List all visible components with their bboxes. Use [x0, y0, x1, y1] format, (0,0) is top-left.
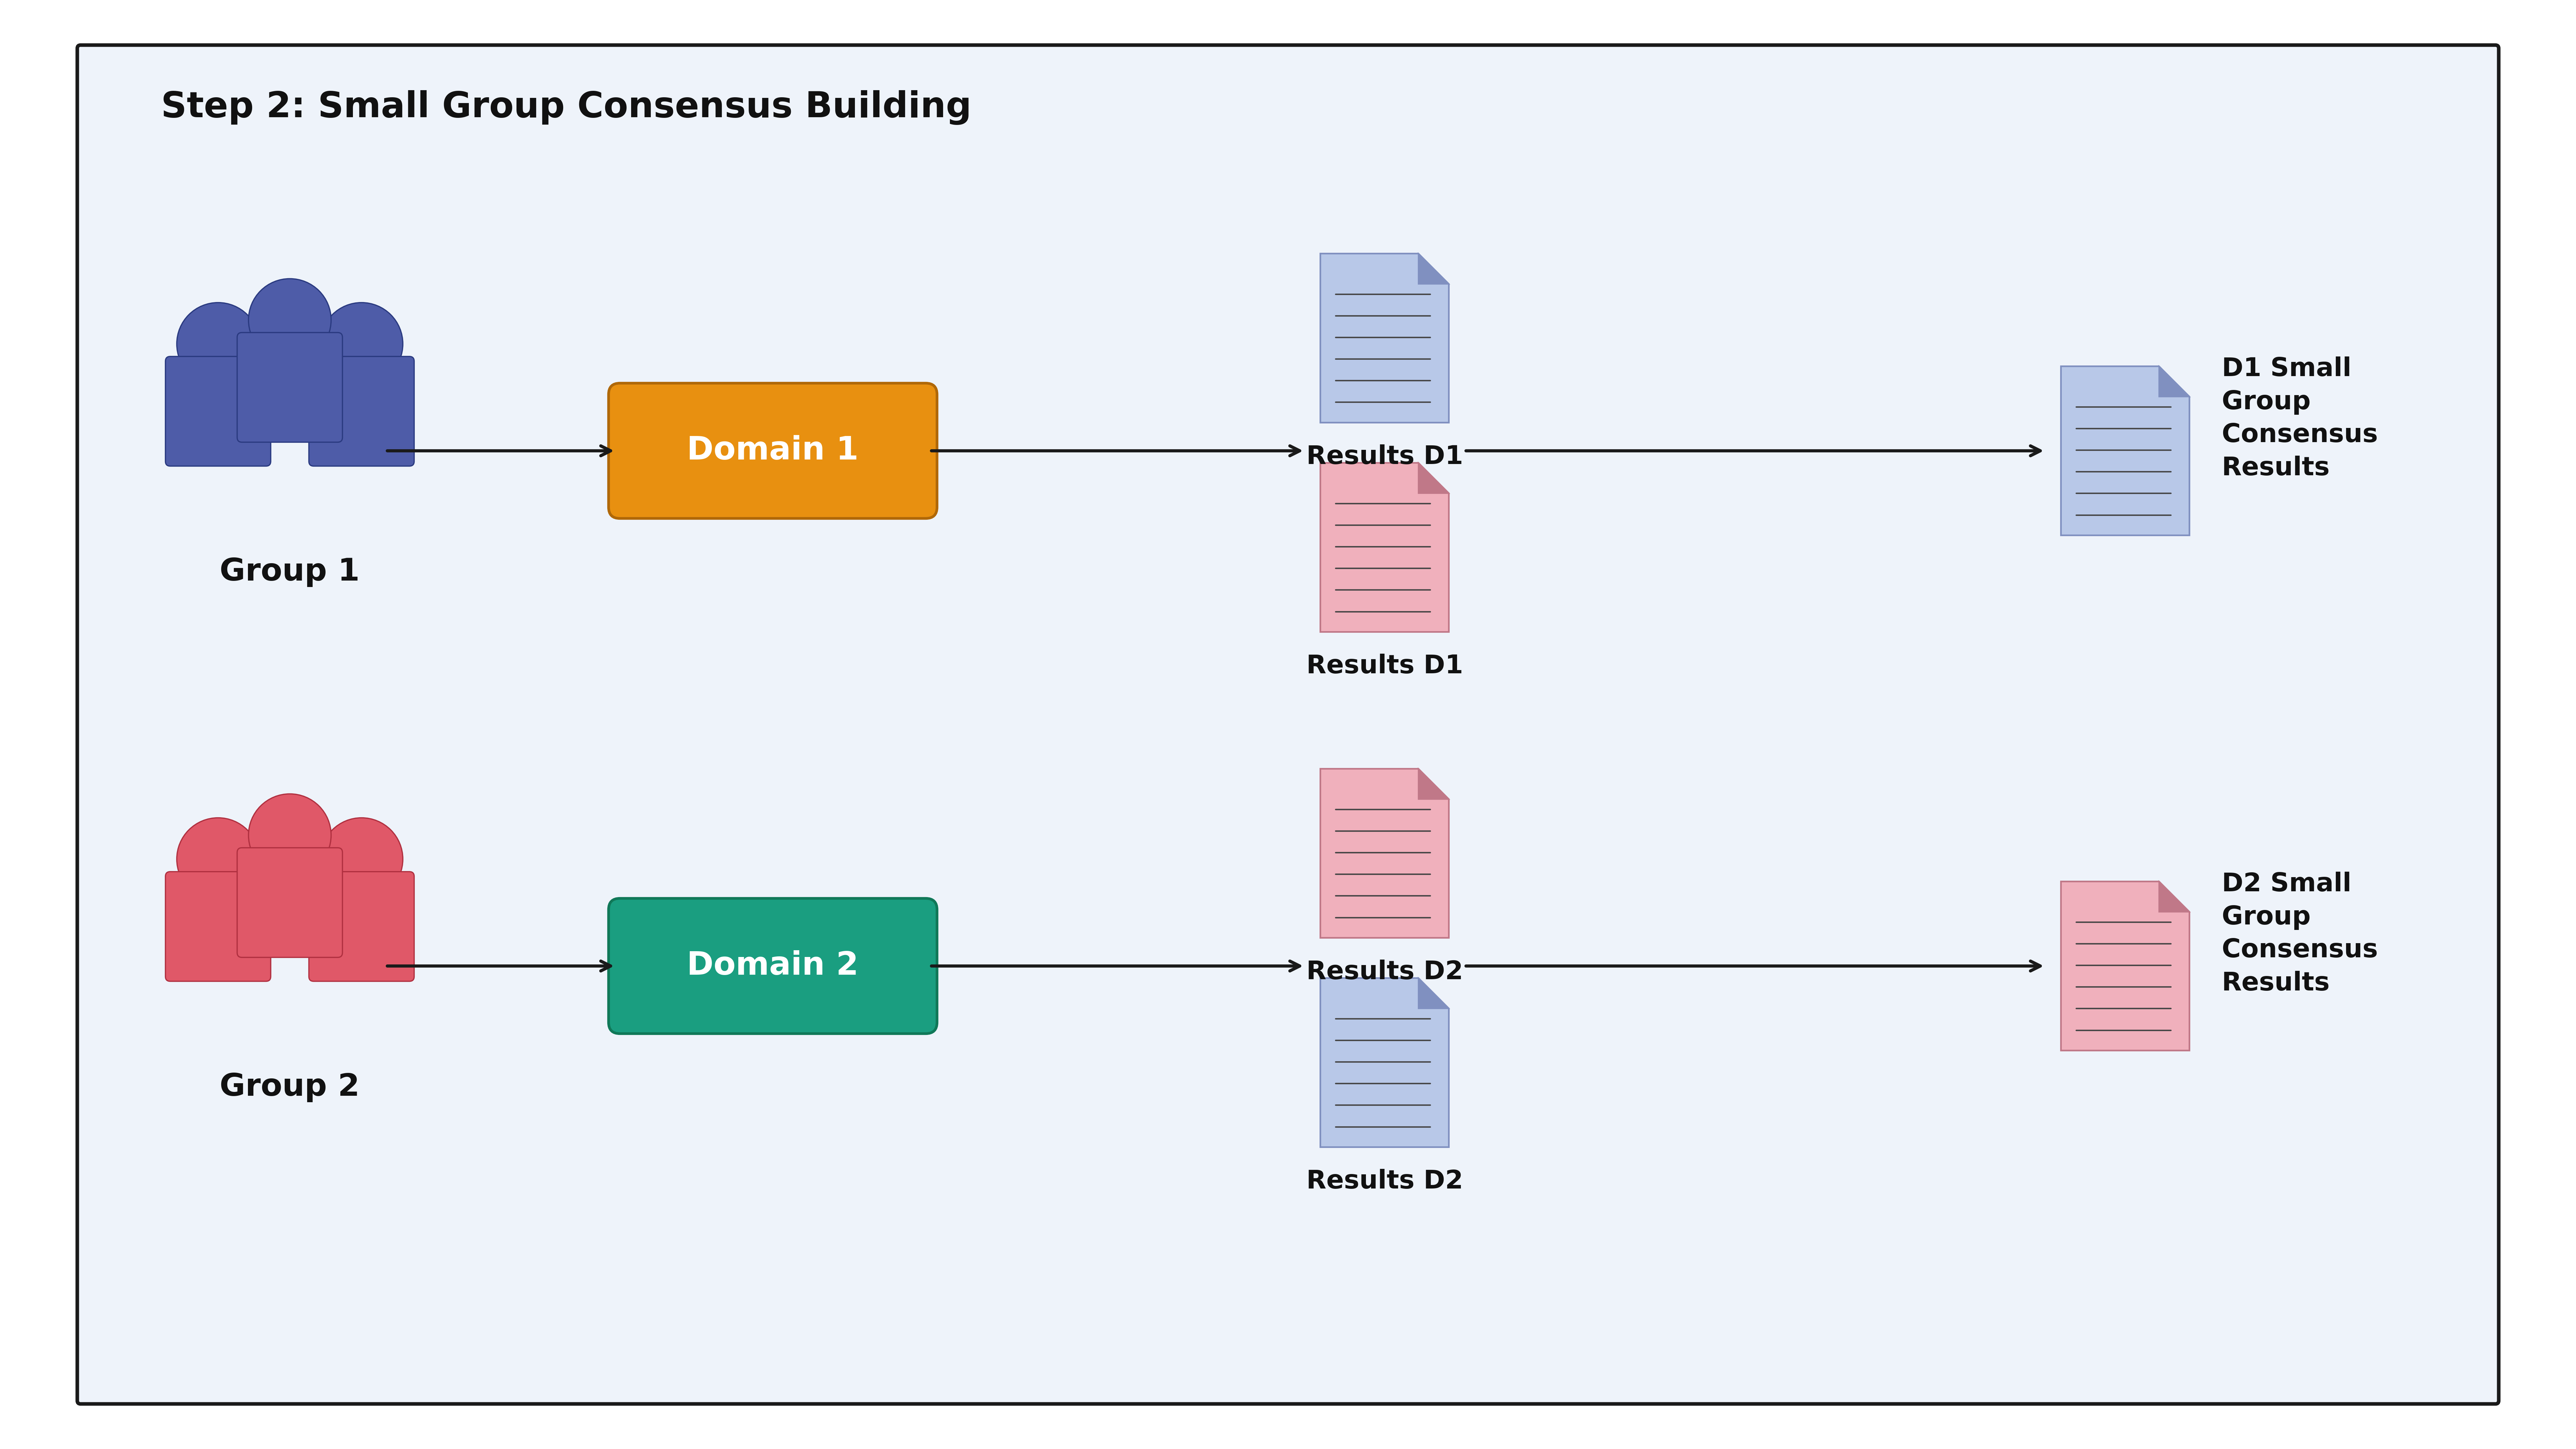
Polygon shape	[1321, 254, 1448, 423]
Circle shape	[178, 817, 260, 900]
FancyBboxPatch shape	[237, 332, 343, 442]
Polygon shape	[1419, 254, 1448, 284]
Text: Domain 1: Domain 1	[688, 435, 858, 467]
Circle shape	[247, 794, 332, 877]
Circle shape	[319, 817, 402, 900]
Text: Domain 2: Domain 2	[688, 951, 858, 981]
Polygon shape	[2061, 881, 2190, 1051]
Polygon shape	[1419, 978, 1448, 1009]
Polygon shape	[2159, 881, 2190, 911]
Polygon shape	[2159, 367, 2190, 397]
Circle shape	[178, 303, 260, 385]
FancyBboxPatch shape	[309, 872, 415, 981]
FancyBboxPatch shape	[165, 356, 270, 467]
FancyBboxPatch shape	[165, 872, 270, 981]
Text: Results D2: Results D2	[1306, 1169, 1463, 1194]
Polygon shape	[1321, 978, 1448, 1148]
Text: Results D2: Results D2	[1306, 959, 1463, 985]
Circle shape	[247, 278, 332, 361]
Polygon shape	[1321, 769, 1448, 938]
Text: Results D1: Results D1	[1306, 445, 1463, 469]
Polygon shape	[1419, 462, 1448, 493]
Polygon shape	[1419, 769, 1448, 800]
Text: Results D1: Results D1	[1306, 653, 1463, 678]
Text: Group 1: Group 1	[219, 556, 361, 587]
Polygon shape	[1321, 462, 1448, 632]
Polygon shape	[2061, 367, 2190, 535]
FancyBboxPatch shape	[77, 45, 2499, 1404]
FancyBboxPatch shape	[608, 383, 938, 519]
Text: D1 Small
Group
Consensus
Results: D1 Small Group Consensus Results	[2221, 356, 2378, 481]
Text: D2 Small
Group
Consensus
Results: D2 Small Group Consensus Results	[2221, 872, 2378, 995]
Circle shape	[319, 303, 402, 385]
Text: Group 2: Group 2	[219, 1072, 361, 1103]
FancyBboxPatch shape	[608, 898, 938, 1033]
FancyBboxPatch shape	[309, 356, 415, 467]
FancyBboxPatch shape	[237, 848, 343, 958]
Text: Step 2: Small Group Consensus Building: Step 2: Small Group Consensus Building	[160, 90, 971, 125]
